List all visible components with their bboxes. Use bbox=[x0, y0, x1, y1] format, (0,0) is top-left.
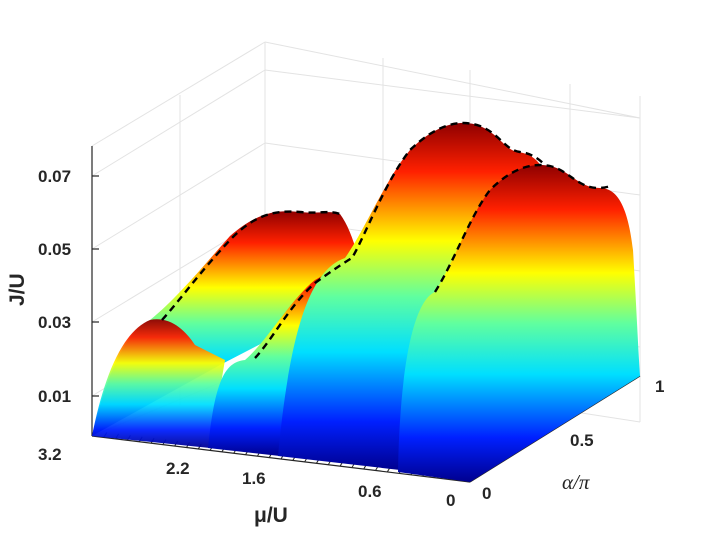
x-tick-label: 3.2 bbox=[38, 445, 62, 464]
x-tick-label: 0.6 bbox=[358, 482, 382, 501]
z-tick-label: 0.01 bbox=[38, 387, 71, 406]
z-tick-labels: 0.07 0.05 0.03 0.01 bbox=[38, 167, 71, 406]
surface-lobes bbox=[92, 122, 640, 482]
lobe-1-front bbox=[92, 319, 225, 448]
x-tick-label: 1.6 bbox=[242, 469, 266, 488]
x-axis-title: μ/U bbox=[254, 504, 288, 527]
y-tick-label: 0 bbox=[482, 484, 491, 503]
x-tick-label: 2.2 bbox=[166, 459, 190, 478]
y-tick-label: 0.5 bbox=[570, 431, 594, 450]
z-tick-label: 0.05 bbox=[38, 240, 71, 259]
z-tick-label: 0.07 bbox=[38, 167, 71, 186]
y-tick-label: 1 bbox=[655, 377, 664, 396]
ridge-lines bbox=[161, 121, 613, 359]
y-tick-labels: 0 0.5 1 bbox=[482, 377, 664, 503]
y-axis-title: α/π bbox=[562, 470, 590, 494]
z-tick-label: 0.03 bbox=[38, 313, 71, 332]
x-tick-labels: 3.2 2.2 1.6 0.6 0 bbox=[38, 445, 455, 510]
lobe-4-top bbox=[398, 165, 640, 482]
x-tick-label: 0 bbox=[446, 491, 455, 510]
z-axis-title: J/U bbox=[6, 273, 29, 306]
z-axis-ticks bbox=[92, 175, 99, 397]
